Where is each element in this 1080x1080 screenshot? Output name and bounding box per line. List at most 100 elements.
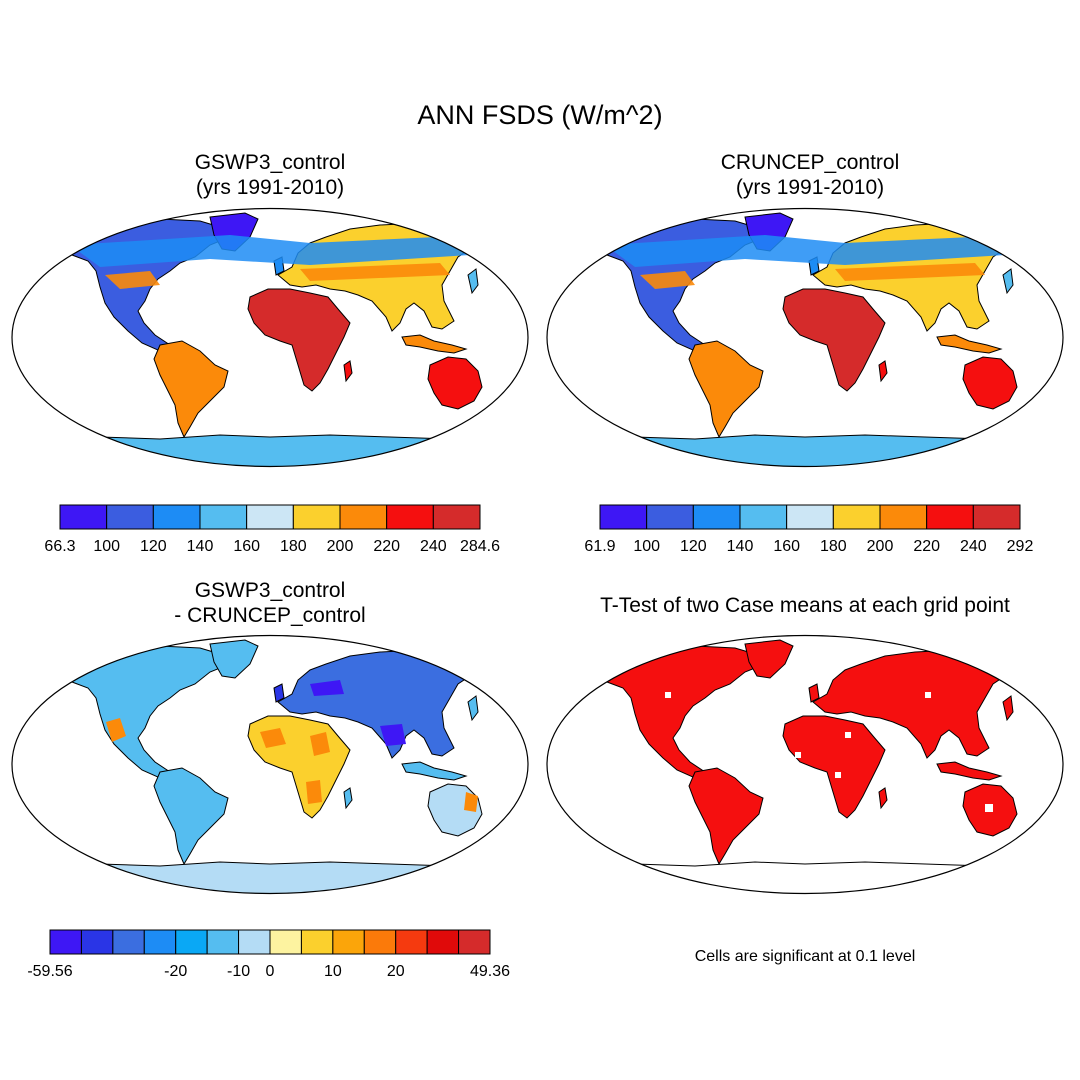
map-frame — [546, 634, 1064, 895]
map-frame — [11, 207, 529, 468]
colorbar-swatch — [206, 929, 240, 955]
land-indonesia — [936, 334, 1003, 354]
colorbar-tick-label: 140 — [727, 538, 754, 555]
panel-title-gswp3: GSWP3_control (yrs 1991-2010) — [30, 150, 510, 200]
colorbar-swatch — [646, 504, 694, 530]
map-ttest — [545, 632, 1065, 897]
map-frame — [546, 207, 1064, 468]
map-gswp3 — [10, 205, 530, 470]
colorbar-swatch — [246, 504, 294, 530]
land-eurasia — [812, 649, 1014, 759]
colorbar-tick-label: 200 — [867, 538, 894, 555]
colorbar-tick-label: 180 — [820, 538, 847, 555]
colorbar-swatch — [692, 504, 741, 530]
land-madagascar — [878, 787, 888, 810]
colorbar-swatch — [152, 504, 201, 530]
land-africa — [782, 288, 886, 392]
colorbar-swatch — [106, 504, 154, 530]
land-africa — [782, 715, 886, 819]
colorbar-tick-label: 180 — [280, 538, 307, 555]
land-nz — [1042, 822, 1052, 848]
colorbar-gswp3: 66.3 100 120 140 160 180 200 220 240 284.6 — [30, 500, 510, 560]
colorbar-tick-label: 10 — [324, 963, 342, 980]
colorbar-tick-label: 284.6 — [460, 538, 500, 555]
land-greenland — [209, 639, 259, 679]
colorbar-tick-label: 240 — [420, 538, 447, 555]
high-latitude-band — [605, 235, 1015, 267]
land-madagascar — [878, 360, 888, 383]
colorbar-tick-label: -59.56 — [27, 963, 72, 980]
colorbar-tick-label: 140 — [187, 538, 214, 555]
panel-title-difference-line2: - CRUNCEP_control — [174, 604, 366, 627]
colorbar-tick-label: -10 — [227, 963, 250, 980]
colorbar-tick-label: 0 — [266, 963, 275, 980]
colorbar-swatch — [269, 929, 302, 955]
map-frame — [11, 634, 529, 895]
colorbar-swatch — [292, 504, 341, 530]
colorbar-swatch — [786, 504, 834, 530]
mid-latitude-band — [105, 263, 450, 289]
colorbar-tick-label: 66.3 — [44, 538, 75, 555]
land-madagascar — [343, 360, 353, 383]
panel-title-difference: GSWP3_control - CRUNCEP_control — [30, 578, 510, 628]
land-uk — [808, 683, 820, 703]
land-southAmerica — [688, 767, 764, 866]
colorbar-tick-label: 61.9 — [584, 538, 615, 555]
ttest-caption: Cells are significant at 0.1 level — [694, 948, 916, 965]
map-cruncep — [545, 205, 1065, 470]
mid-latitude-band — [640, 263, 985, 289]
land-eurasia — [277, 649, 479, 759]
colorbar-tick-label: 20 — [387, 963, 405, 980]
colorbar-swatch — [426, 929, 460, 955]
land-indonesia — [936, 761, 1003, 781]
land-australia — [427, 356, 483, 410]
panel-title-difference-line1: GSWP3_control — [194, 579, 346, 602]
land-nz — [1042, 395, 1052, 421]
figure-title: ANN FSDS (W/m^2) — [417, 100, 663, 130]
colorbar-tick-label: 120 — [680, 538, 707, 555]
colorbar-tick-label: -20 — [164, 963, 187, 980]
colorbar-swatch — [49, 929, 82, 955]
land-australia — [962, 356, 1018, 410]
colorbar-swatch — [339, 504, 388, 530]
colorbar-tick-label: 120 — [140, 538, 167, 555]
colorbar-swatch — [143, 929, 177, 955]
colorbar-tick-label: 49.36 — [470, 963, 510, 980]
colorbar-swatch — [363, 929, 397, 955]
land-madagascar — [343, 787, 353, 810]
colorbar-swatch — [599, 504, 648, 530]
colorbar-swatch — [432, 504, 481, 530]
colorbar-swatch — [926, 504, 974, 530]
panel-title-cruncep: CRUNCEP_control (yrs 1991-2010) — [570, 150, 1050, 200]
colorbar-cruncep: 61.9 100 120 140 160 180 200 220 240 292 — [570, 500, 1050, 560]
land-japan — [1002, 695, 1014, 722]
colorbar-tick-label: 100 — [93, 538, 120, 555]
colorbar-difference: -59.56 -20 -10 0 10 20 49.36 — [20, 925, 520, 985]
panel-title-cruncep-line1: CRUNCEP_control — [720, 151, 900, 174]
colorbar-swatch — [386, 504, 434, 530]
colorbar-swatch — [80, 929, 114, 955]
land-africa — [247, 288, 351, 392]
land-greenland — [744, 639, 794, 679]
colorbar-tick-label: 200 — [327, 538, 354, 555]
land-nz — [507, 822, 517, 848]
colorbar-tick-label: 100 — [633, 538, 660, 555]
land-southAmerica — [688, 340, 764, 439]
land-southAmerica — [153, 767, 229, 866]
colorbar-swatch — [300, 929, 334, 955]
colorbar-swatch — [332, 929, 365, 955]
colorbar-tick-label: 160 — [773, 538, 800, 555]
colorbar-swatch — [238, 929, 271, 955]
colorbar-swatch — [112, 929, 145, 955]
land-japan — [1002, 268, 1014, 295]
colorbar-swatch — [739, 504, 788, 530]
colorbar-swatch — [458, 929, 491, 955]
colorbar-swatch — [832, 504, 881, 530]
land-uk — [273, 683, 285, 703]
panel-title-gswp3-line2: (yrs 1991-2010) — [195, 176, 345, 199]
colorbar-swatch — [199, 504, 248, 530]
negative-difference-patches — [310, 680, 406, 746]
land-nz — [507, 395, 517, 421]
colorbar-tick-label: 240 — [960, 538, 987, 555]
panel-title-cruncep-line2: (yrs 1991-2010) — [735, 176, 885, 199]
